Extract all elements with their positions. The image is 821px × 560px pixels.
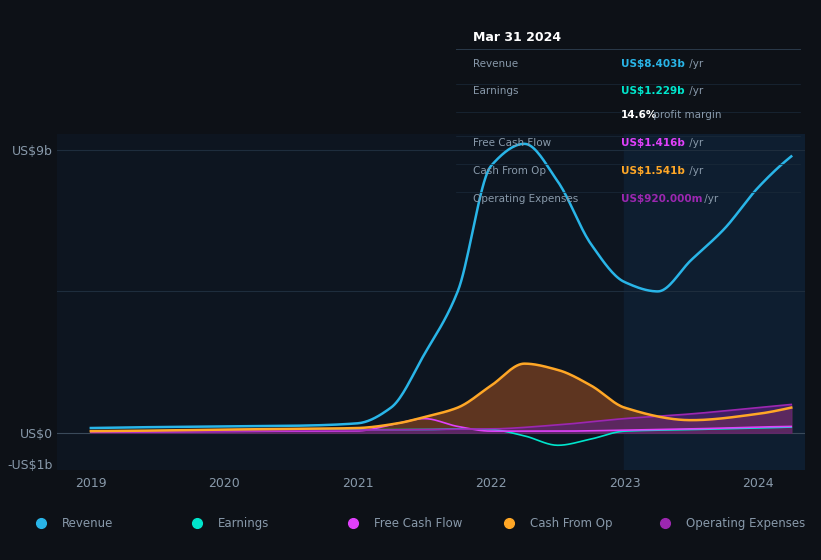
Text: /yr: /yr bbox=[686, 166, 704, 176]
Text: Revenue: Revenue bbox=[62, 516, 113, 530]
Text: Operating Expenses: Operating Expenses bbox=[686, 516, 805, 530]
Text: US$1.416b: US$1.416b bbox=[621, 138, 685, 148]
Text: /yr: /yr bbox=[686, 138, 704, 148]
Text: Cash From Op: Cash From Op bbox=[530, 516, 612, 530]
Text: Free Cash Flow: Free Cash Flow bbox=[473, 138, 551, 148]
Text: 14.6%: 14.6% bbox=[621, 110, 658, 120]
Text: Earnings: Earnings bbox=[218, 516, 269, 530]
Bar bbox=[625, 134, 805, 470]
Text: /yr: /yr bbox=[686, 86, 704, 96]
Text: Mar 31 2024: Mar 31 2024 bbox=[473, 31, 561, 44]
Text: Revenue: Revenue bbox=[473, 59, 518, 68]
Text: US$8.403b: US$8.403b bbox=[621, 59, 685, 68]
Text: /yr: /yr bbox=[701, 194, 718, 204]
Text: /yr: /yr bbox=[686, 59, 704, 68]
Text: US$1.541b: US$1.541b bbox=[621, 166, 685, 176]
Text: profit margin: profit margin bbox=[650, 110, 722, 120]
Text: US$920.000m: US$920.000m bbox=[621, 194, 703, 204]
Text: Cash From Op: Cash From Op bbox=[473, 166, 546, 176]
Text: Free Cash Flow: Free Cash Flow bbox=[374, 516, 462, 530]
Text: Earnings: Earnings bbox=[473, 86, 518, 96]
Text: US$1.229b: US$1.229b bbox=[621, 86, 685, 96]
Text: Operating Expenses: Operating Expenses bbox=[473, 194, 578, 204]
